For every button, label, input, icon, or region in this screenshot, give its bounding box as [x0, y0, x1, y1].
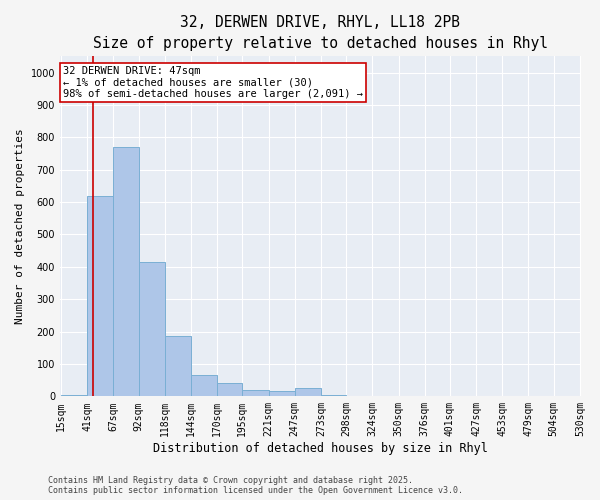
- Bar: [269, 392, 295, 396]
- Bar: [321, 394, 346, 396]
- Y-axis label: Number of detached properties: Number of detached properties: [15, 128, 25, 324]
- Text: Contains HM Land Registry data © Crown copyright and database right 2025.
Contai: Contains HM Land Registry data © Crown c…: [48, 476, 463, 495]
- Bar: [217, 384, 242, 396]
- X-axis label: Distribution of detached houses by size in Rhyl: Distribution of detached houses by size …: [153, 442, 488, 455]
- Bar: [87, 196, 113, 396]
- Bar: [242, 390, 269, 396]
- Bar: [191, 376, 217, 396]
- Bar: [165, 336, 191, 396]
- Bar: [295, 388, 321, 396]
- Bar: [113, 147, 139, 396]
- Text: 32 DERWEN DRIVE: 47sqm
← 1% of detached houses are smaller (30)
98% of semi-deta: 32 DERWEN DRIVE: 47sqm ← 1% of detached …: [63, 66, 363, 99]
- Bar: [61, 394, 87, 396]
- Bar: [139, 262, 165, 396]
- Title: 32, DERWEN DRIVE, RHYL, LL18 2PB
Size of property relative to detached houses in: 32, DERWEN DRIVE, RHYL, LL18 2PB Size of…: [93, 15, 548, 51]
